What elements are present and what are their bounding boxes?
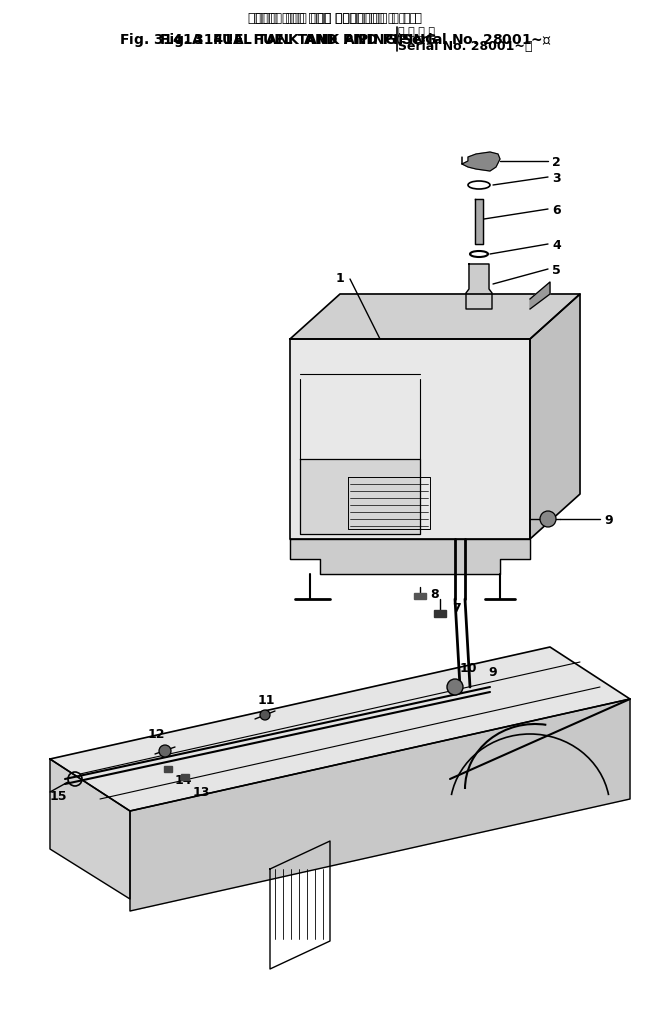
Text: 12: 12 [148, 728, 165, 741]
Text: 9: 9 [604, 513, 612, 526]
Text: 3: 3 [552, 171, 561, 184]
Text: フュエル タンク および パイピング（適 用 号 機: フュエル タンク および パイピング（適 用 号 機 [248, 11, 422, 24]
Circle shape [540, 512, 556, 528]
Circle shape [260, 711, 270, 720]
Text: フュエル タンク および パイピング（適 用 号 機: フュエル タンク および パイピング（適 用 号 機 [254, 11, 416, 24]
Polygon shape [466, 303, 492, 309]
Polygon shape [530, 295, 580, 540]
Polygon shape [466, 265, 492, 309]
Text: 10: 10 [460, 661, 478, 674]
Text: 5: 5 [552, 263, 561, 276]
Text: 2: 2 [552, 156, 561, 169]
Polygon shape [290, 340, 530, 540]
Polygon shape [130, 700, 630, 911]
Text: 1: 1 [335, 271, 344, 284]
Text: 11: 11 [258, 693, 275, 706]
Polygon shape [290, 295, 580, 340]
Polygon shape [530, 283, 550, 309]
Circle shape [447, 679, 463, 696]
Polygon shape [50, 647, 630, 811]
Text: 14: 14 [175, 772, 192, 786]
Text: 8: 8 [430, 587, 439, 600]
Polygon shape [50, 759, 130, 899]
Polygon shape [290, 540, 530, 574]
Polygon shape [300, 460, 420, 535]
Text: 9: 9 [488, 665, 496, 677]
Text: 4: 4 [552, 239, 561, 252]
Text: Fig. 3141A  FUEL TANK AND PIPING$($Serial No. 28001~）: Fig. 3141A FUEL TANK AND PIPING$($Serial… [119, 31, 551, 49]
Circle shape [159, 745, 171, 757]
Text: 7: 7 [452, 601, 461, 614]
Bar [434, 611, 446, 618]
Bar [164, 766, 172, 772]
Polygon shape [462, 153, 500, 172]
Text: 15: 15 [50, 790, 68, 803]
Bar [414, 593, 426, 600]
Text: 13: 13 [193, 785, 210, 798]
Text: Fig. 3141A  FUEL TANK AND PIPING: Fig. 3141A FUEL TANK AND PIPING [160, 33, 436, 47]
Text: 6: 6 [552, 203, 561, 216]
Polygon shape [475, 200, 483, 245]
Bar [181, 774, 189, 780]
Text: 適 用 号 機: 適 用 号 機 [398, 27, 435, 37]
Text: Serial No. 28001~）: Serial No. 28001~） [398, 39, 533, 53]
